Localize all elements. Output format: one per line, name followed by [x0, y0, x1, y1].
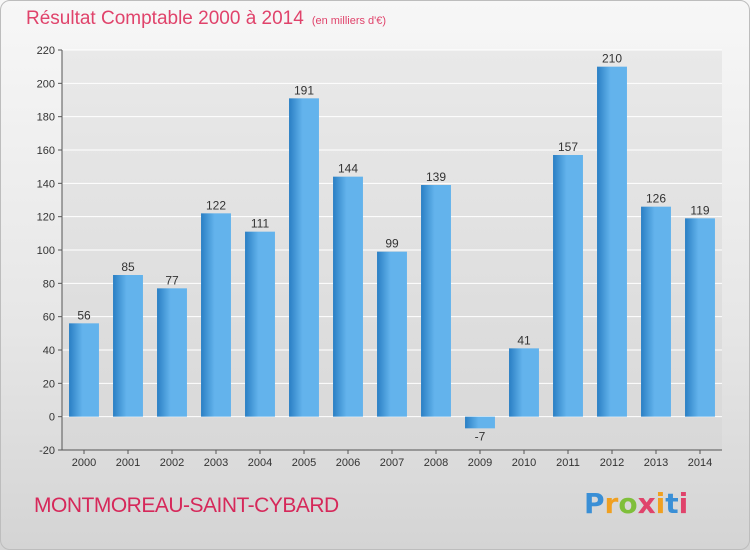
x-tick-label: 2012 [600, 457, 624, 469]
logo-letter: t [665, 487, 679, 520]
x-tick-label: 2004 [248, 457, 272, 469]
bar-2010 [509, 348, 539, 417]
y-tick-label: 100 [37, 245, 55, 257]
x-tick-label: 2010 [512, 457, 536, 469]
value-label-2004: 111 [251, 217, 270, 231]
bar-2012 [597, 66, 627, 417]
x-tick-label: 2007 [380, 457, 404, 469]
bar-2003 [201, 213, 231, 417]
bar-2004 [245, 231, 275, 417]
value-label-2006: 144 [338, 162, 358, 176]
y-tick-label: 200 [37, 78, 55, 90]
logo-letter: i [678, 487, 689, 520]
value-label-2007: 99 [385, 237, 399, 251]
y-tick-label: -20 [39, 445, 55, 457]
x-tick-label: 2008 [424, 457, 448, 469]
x-tick-label: 2005 [292, 457, 316, 469]
value-label-2009: -7 [475, 429, 486, 443]
x-tick-label: 2001 [116, 457, 140, 469]
x-tick-label: 2009 [468, 457, 492, 469]
proxiti-logo[interactable]: Proxiti [584, 487, 688, 520]
city-name: MONTMOREAU-SAINT-CYBARD [34, 494, 339, 517]
bar-2002 [157, 288, 187, 417]
bar-2013 [641, 206, 671, 417]
chart-unit: (en milliers d'€) [311, 15, 387, 27]
y-tick-label: 40 [43, 345, 55, 357]
x-tick-label: 2003 [204, 457, 228, 469]
value-label-2008: 139 [426, 170, 446, 184]
x-tick-label: 2000 [72, 457, 96, 469]
bar-2014 [685, 218, 715, 417]
value-label-2000: 56 [77, 308, 91, 322]
logo-letter: i [655, 487, 666, 520]
value-label-2010: 41 [517, 333, 531, 347]
y-tick-label: 220 [37, 45, 55, 57]
bar-2009 [465, 416, 495, 429]
value-label-2001: 85 [121, 260, 135, 274]
y-tick-label: 60 [43, 312, 55, 324]
bar-2001 [113, 275, 143, 417]
y-tick-label: 160 [37, 145, 55, 157]
bar-2005 [289, 98, 319, 417]
y-tick-label: 80 [43, 278, 55, 290]
logo-letter: P [584, 487, 605, 520]
y-tick-label: 140 [37, 178, 55, 190]
y-tick-label: 120 [37, 212, 55, 224]
x-tick-label: 2014 [688, 457, 712, 469]
value-label-2003: 122 [206, 198, 226, 212]
x-tick-label: 2011 [556, 457, 580, 469]
bar-2008 [421, 185, 451, 417]
bar-2006 [333, 176, 363, 417]
x-tick-label: 2013 [644, 457, 668, 469]
chart-title: Résultat Comptable 2000 à 2014 (en millie… [26, 8, 386, 30]
bar-2000 [69, 323, 99, 417]
x-tick-label: 2006 [336, 457, 360, 469]
logo-letter: x [637, 487, 656, 520]
y-tick-label: 20 [43, 378, 55, 390]
value-label-2012: 210 [602, 52, 622, 66]
bar-2011 [553, 155, 583, 417]
y-tick-label: 180 [37, 112, 55, 124]
value-label-2011: 157 [558, 140, 578, 154]
value-label-2005: 191 [294, 83, 314, 97]
value-label-2002: 77 [165, 273, 179, 287]
chart-title-text: Résultat Comptable 2000 à 2014 [26, 8, 304, 29]
value-label-2013: 126 [646, 192, 666, 206]
y-tick-label: 0 [49, 412, 55, 424]
value-label-2014: 119 [690, 203, 709, 217]
bar-2007 [377, 251, 407, 417]
logo-letter: o [618, 487, 638, 520]
x-tick-label: 2002 [160, 457, 184, 469]
logo-letter: r [604, 487, 619, 520]
